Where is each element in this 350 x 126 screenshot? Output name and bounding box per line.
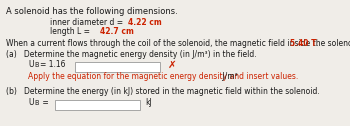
Text: (a)   Determine the magnetic energy density (in J/m³) in the field.: (a) Determine the magnetic energy densit… [6,50,257,59]
Bar [55,100,140,110]
Text: U: U [28,60,34,69]
Text: A solenoid has the following dimensions.: A solenoid has the following dimensions. [6,7,178,16]
Text: 4.22 cm: 4.22 cm [128,18,162,27]
Bar [75,62,160,72]
Text: B: B [34,62,38,68]
Text: = 1.16: = 1.16 [40,60,65,69]
Text: kJ: kJ [145,98,152,107]
Text: ✗: ✗ [168,60,177,70]
Text: length L =: length L = [50,27,92,36]
Text: .: . [315,39,317,48]
Text: When a current flows through the coil of the solenoid, the magnetic field inside: When a current flows through the coil of… [6,39,350,48]
Text: 42.7 cm: 42.7 cm [100,27,134,36]
Text: B: B [34,100,38,106]
Text: (b)   Determine the energy (in kJ) stored in the magnetic field within the solen: (b) Determine the energy (in kJ) stored … [6,87,320,96]
Text: U: U [28,98,34,107]
Text: =: = [40,98,49,107]
Text: Apply the equation for the magnetic energy density and insert values.: Apply the equation for the magnetic ener… [28,72,298,81]
Text: J/m³: J/m³ [220,72,238,81]
Text: 5.40 T: 5.40 T [290,39,316,48]
Text: inner diameter d =: inner diameter d = [50,18,126,27]
